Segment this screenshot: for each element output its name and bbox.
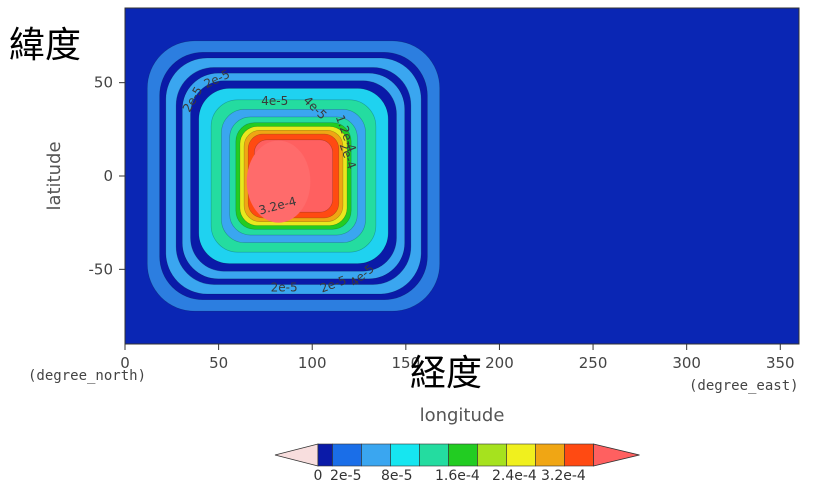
- colorbar-swatch: [390, 443, 420, 467]
- colorbar-tick-label: 8e-5: [381, 468, 412, 484]
- colorbar: [274, 443, 640, 467]
- x-tick-label: 0: [120, 354, 130, 372]
- colorbar-swatch: [535, 443, 565, 467]
- y-tick-label: 50: [94, 74, 113, 92]
- colorbar-swatch: [332, 443, 362, 467]
- colorbar-swatch: [419, 443, 449, 467]
- colorbar-swatch: [448, 443, 478, 467]
- x-axis-title-jp: 経度: [410, 353, 483, 394]
- y-axis-units: (degree_north): [28, 368, 146, 384]
- colorbar-under-arrow: [274, 443, 319, 467]
- colorbar-ticks: 0 2e-5 8e-5 1.6e-4 2.4e-4 3.2e-4: [314, 468, 586, 484]
- colorbar-tick-label: 2.4e-4: [492, 468, 537, 484]
- x-axis-ticks: 0 50 100 150 200 250 300 350: [120, 344, 795, 372]
- colorbar-swatch: [506, 443, 536, 467]
- colorbar-tick-label: 1.6e-4: [435, 468, 480, 484]
- y-axis-label: latitude: [44, 141, 65, 210]
- x-tick-label: 250: [579, 354, 608, 372]
- colorbar-over-arrow: [593, 443, 640, 467]
- x-tick-label: 300: [672, 354, 701, 372]
- y-tick-label: -50: [89, 260, 114, 278]
- x-tick-label: 50: [209, 354, 228, 372]
- x-tick-label: 100: [298, 354, 327, 372]
- x-tick-label: 200: [485, 354, 514, 372]
- contour-core: [246, 140, 311, 223]
- contour-rings: [146, 40, 441, 312]
- y-axis-ticks: -50 0 50: [89, 74, 125, 278]
- y-axis-title-jp: 緯度: [9, 25, 82, 66]
- colorbar-tick-label: 2e-5: [330, 468, 361, 484]
- colorbar-swatch: [361, 443, 391, 467]
- colorbar-tick-label: 0: [314, 468, 323, 484]
- x-axis-label: longitude: [420, 405, 505, 426]
- colorbar-tick-label: 3.2e-4: [541, 468, 586, 484]
- colorbar-swatch: [477, 443, 507, 467]
- y-tick-label: 0: [103, 167, 113, 185]
- contour-label: 2e-5: [271, 281, 298, 295]
- contour-label: 4e-5: [261, 94, 288, 108]
- x-tick-label: 150: [392, 354, 421, 372]
- colorbar-swatch: [317, 443, 333, 467]
- x-axis-units: (degree_east): [689, 378, 799, 394]
- x-tick-label: 350: [766, 354, 795, 372]
- colorbar-swatch: [564, 443, 594, 467]
